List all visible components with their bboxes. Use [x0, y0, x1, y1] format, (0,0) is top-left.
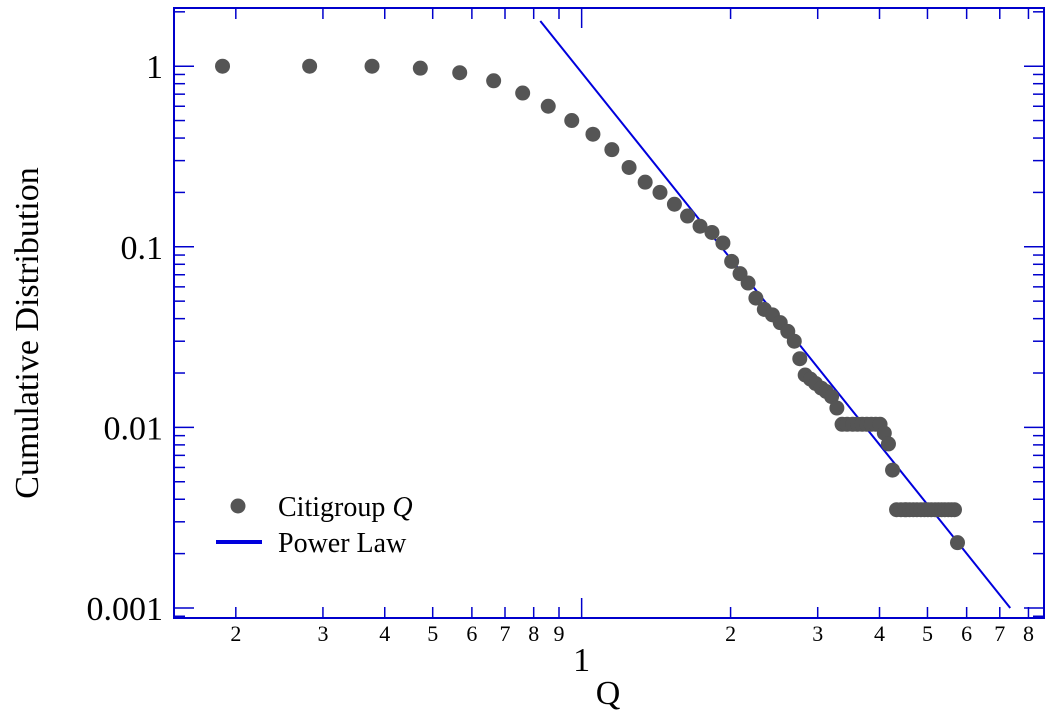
data-point-12: [637, 174, 653, 190]
ticks-layer: [174, 8, 1044, 618]
data-point-7: [540, 98, 556, 114]
y-tick-label-1: 0.1: [121, 230, 164, 267]
legend-label-power-law: Power Law: [278, 528, 407, 559]
x-minor-tick-label-5: 7: [500, 621, 511, 646]
legend-marker-citigroup: [230, 498, 246, 514]
data-point-27: [786, 333, 802, 349]
x-minor-tick-label-10: 4: [874, 621, 885, 646]
x-minor-tick-label-14: 8: [1023, 621, 1034, 646]
x-minor-tick-label-12: 6: [961, 621, 972, 646]
data-point-6: [515, 85, 531, 101]
x-minor-tick-label-4: 6: [466, 621, 477, 646]
data-point-35: [829, 400, 845, 416]
data-point-47: [885, 462, 901, 478]
x-minor-tick-label-0: 2: [230, 621, 241, 646]
data-point-34: [824, 389, 840, 405]
data-point-65: [946, 502, 962, 518]
legend-label-citigroup-q: Q: [392, 492, 412, 523]
data-points-layer: [215, 58, 965, 551]
data-point-18: [715, 235, 731, 251]
y-tick-label-0: 1: [146, 49, 163, 86]
data-point-4: [452, 65, 468, 81]
y-tick-label-3: 0.001: [87, 591, 164, 628]
data-point-1: [302, 58, 318, 74]
data-point-2: [364, 58, 380, 74]
data-point-16: [692, 218, 708, 234]
x-minor-tick-label-3: 5: [427, 621, 438, 646]
data-point-21: [740, 275, 756, 291]
data-point-13: [652, 184, 668, 200]
data-point-46: [880, 436, 896, 452]
data-point-8: [564, 113, 580, 129]
x-minor-tick-label-1: 3: [317, 621, 328, 646]
y-axis-label: Cumulative Distribution: [9, 167, 46, 498]
data-point-15: [680, 208, 696, 224]
x-axis-label: Q: [596, 675, 621, 712]
data-point-5: [486, 73, 502, 89]
x-minor-tick-label-11: 5: [922, 621, 933, 646]
data-point-10: [604, 142, 620, 158]
legend-label-citigroup: Citigroup Q: [278, 492, 413, 523]
x-minor-tick-label-13: 7: [994, 621, 1005, 646]
plot-frame: [173, 7, 1045, 619]
y-tick-label-2: 0.01: [104, 410, 164, 447]
data-point-9: [585, 126, 601, 142]
legend: Citigroup Q Power Law: [216, 492, 413, 559]
legend-label-citigroup-text: Citigroup: [278, 492, 392, 523]
data-point-3: [412, 60, 428, 76]
x-minor-tick-label-7: 9: [554, 621, 565, 646]
data-point-19: [724, 253, 740, 269]
data-point-22: [748, 290, 764, 306]
data-point-11: [621, 159, 637, 175]
data-point-0: [215, 58, 231, 74]
data-point-66: [949, 535, 965, 551]
x-minor-tick-label-2: 4: [379, 621, 390, 646]
data-point-17: [704, 224, 720, 240]
x-major-tick-label-0: 1: [573, 642, 590, 679]
data-point-28: [792, 351, 808, 367]
x-minor-tick-label-6: 8: [528, 621, 539, 646]
x-minor-tick-label-8: 2: [725, 621, 736, 646]
x-minor-tick-label-9: 3: [812, 621, 823, 646]
data-point-14: [666, 196, 682, 212]
